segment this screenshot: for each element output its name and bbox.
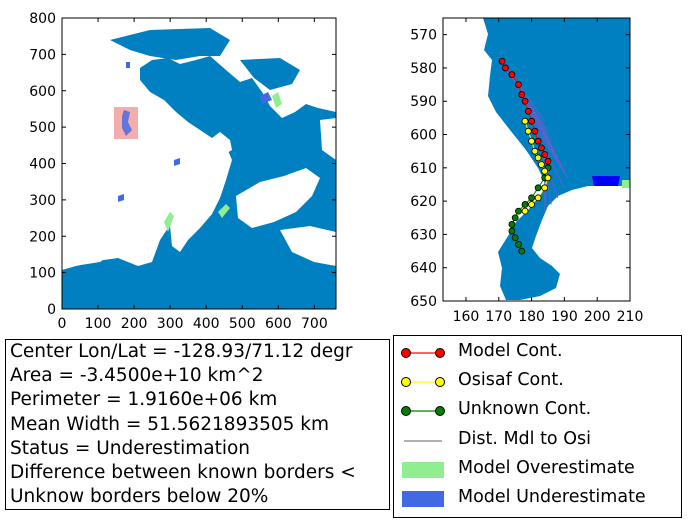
info-line: Center Lon/Lat = -128.93/71.12 degr	[10, 341, 353, 362]
legend-swatch	[401, 377, 445, 388]
info-line: Mean Width = 51.5621893505 km	[10, 413, 330, 435]
y-tick-label: 590	[410, 94, 437, 110]
osisaf-contour-point	[521, 207, 529, 215]
x-tick-label: 180	[518, 309, 545, 325]
model-contour-point	[515, 81, 522, 88]
osisaf-contour-point	[524, 127, 532, 135]
model-contour-point	[501, 64, 509, 72]
legend-label: Osisaf Cont.	[458, 370, 564, 391]
x-tick-label: 0	[58, 316, 67, 332]
x-tick-label: 160	[453, 309, 480, 325]
y-tick-label: 650	[410, 294, 437, 310]
x-tick-label: 200	[121, 316, 148, 332]
unknown-contour-point	[515, 240, 522, 248]
y-tick-label: 630	[410, 227, 437, 243]
y-tick-label: 570	[410, 28, 437, 44]
legend-item: Osisaf Cont.	[394, 369, 681, 395]
x-tick-label: 100	[85, 316, 112, 332]
legend-swatch	[402, 491, 444, 507]
greenland	[168, 138, 232, 252]
legend-swatch	[401, 406, 445, 417]
y-tick-label: 500	[29, 120, 56, 136]
osisaf-contour-point	[521, 117, 529, 125]
x-tick-label: 200	[584, 309, 611, 325]
model-contour-point	[538, 144, 545, 152]
model-contour-point	[524, 107, 532, 115]
x-tick-label: 190	[551, 309, 578, 325]
info-line: Unknow borders below 20%	[10, 486, 269, 508]
unknown-contour-point	[511, 214, 519, 222]
model-contour-point	[534, 137, 542, 145]
legend-item: Unknown Cont.	[394, 398, 681, 424]
unknown-contour-point	[515, 207, 522, 215]
y-tick-label: 600	[410, 128, 437, 144]
osisaf-contour-point	[528, 201, 535, 208]
unknown-contour-point	[521, 201, 529, 208]
y-tick-label: 0	[47, 302, 56, 318]
osisaf-contour-point	[531, 147, 539, 155]
legend-label: Model Cont.	[458, 341, 563, 361]
x-tick-label: 210	[617, 309, 644, 325]
unknown-contour-point	[518, 247, 526, 255]
legend-item: Model Underestimate	[394, 486, 681, 512]
info-box: Center Lon/Lat = -128.93/71.12 degr Area …	[5, 339, 390, 510]
unknown-contour-point	[508, 221, 516, 228]
model-contour-point	[508, 71, 516, 78]
y-tick-label: 700	[29, 47, 56, 63]
y-tick-label: 300	[29, 193, 56, 209]
legend-item: Model Cont.	[394, 340, 681, 366]
x-tick-label: 600	[265, 316, 292, 332]
legend-item: Model Overestimate	[394, 457, 681, 483]
model-contour-point	[541, 151, 549, 158]
legend-item: Dist. Mdl to Osi	[394, 428, 681, 454]
legend: Model Cont. Osisaf Cont. Unknown Cont. Dist…	[393, 335, 682, 518]
zoom-map: 160 170 180 190 200 210 570 580 590 600 610 620 630 6…	[410, 17, 644, 325]
overview-map: 0 100 200 300 400 500 600 700 0 100 200 300 400 500 60…	[29, 11, 337, 332]
y-tick-label: 100	[29, 266, 56, 282]
x-tick-label: 170	[485, 309, 512, 325]
osisaf-contour-point	[541, 167, 549, 175]
osisaf-contour-point	[538, 161, 545, 168]
info-line: Status = Underestimation	[10, 437, 251, 459]
x-tick-label: 700	[301, 316, 328, 332]
info-line: Difference between known borders <	[10, 462, 356, 484]
model-contour-point	[531, 127, 539, 135]
model-contour-point	[544, 157, 552, 165]
unknown-contour-point	[508, 227, 516, 235]
unknown-contour-point	[528, 194, 535, 202]
y-tick-label: 640	[410, 261, 437, 277]
legend-label: Model Underestimate	[458, 487, 646, 507]
osisaf-contour-point	[534, 154, 542, 162]
y-tick-label: 620	[410, 194, 437, 210]
legend-swatch	[401, 348, 445, 358]
legend-label: Unknown Cont.	[458, 399, 592, 420]
model-contour-point	[521, 97, 529, 105]
osisaf-contour-point	[528, 137, 535, 145]
legend-swatch	[402, 461, 444, 478]
x-tick-label: 300	[157, 316, 184, 332]
legend-label: Dist. Mdl to Osi	[458, 428, 591, 449]
osisaf-contour-point	[541, 184, 549, 192]
y-tick-label: 400	[29, 157, 56, 173]
info-line: Area = -3.4500e+10 km^2	[10, 365, 264, 387]
y-tick-label: 200	[29, 229, 56, 245]
y-tick-label: 800	[29, 11, 56, 27]
model-contour-point	[498, 57, 506, 65]
y-tick-label: 580	[410, 61, 437, 77]
x-tick-label: 500	[229, 316, 256, 332]
x-tick-label: 400	[193, 316, 220, 332]
y-tick-label: 600	[29, 84, 56, 100]
model-contour-point	[518, 91, 526, 98]
legend-swatch	[404, 439, 442, 442]
osisaf-contour-point	[534, 194, 542, 202]
osisaf-contour-point	[544, 174, 552, 182]
unknown-contour-point	[511, 234, 519, 242]
y-tick-label: 610	[410, 161, 437, 177]
model-contour-point	[528, 117, 535, 125]
unknown-contour-point	[534, 184, 542, 192]
info-line: Perimeter = 1.9160e+06 km	[10, 389, 278, 411]
legend-label: Model Overestimate	[458, 457, 635, 478]
